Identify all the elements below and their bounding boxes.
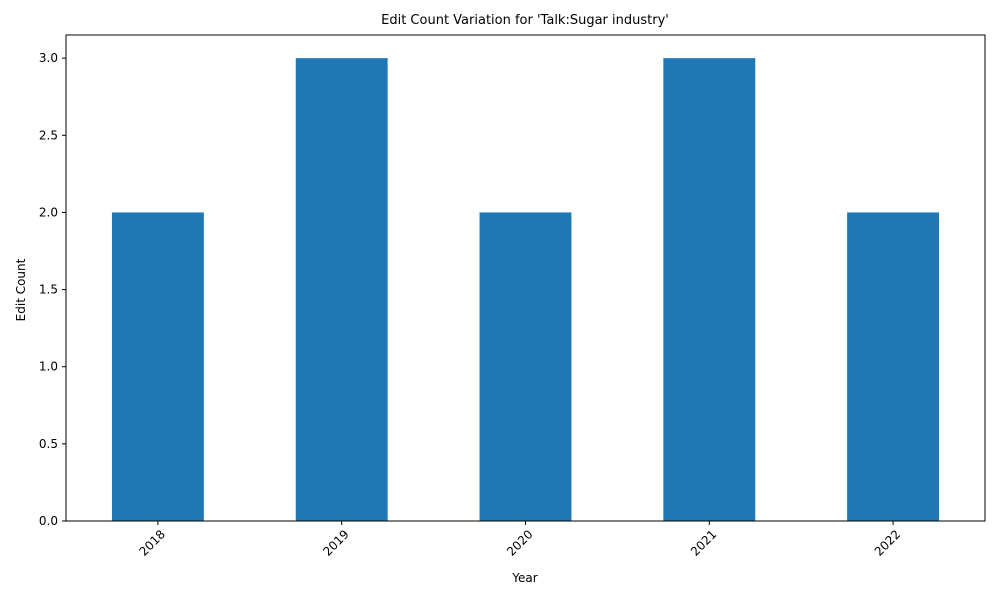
y-tick-label: 1.0 bbox=[39, 360, 58, 374]
bar-2022 bbox=[847, 212, 940, 521]
x-tick-label: 2022 bbox=[872, 527, 903, 558]
x-tick-label: 2018 bbox=[137, 527, 168, 558]
y-tick-label: 3.0 bbox=[39, 51, 58, 65]
chart-title: Edit Count Variation for 'Talk:Sugar ind… bbox=[381, 13, 669, 28]
bar-2018 bbox=[111, 212, 204, 521]
y-axis-label: Edit Count bbox=[14, 258, 28, 321]
y-tick-label: 0.0 bbox=[39, 514, 58, 528]
y-tick-label: 2.5 bbox=[39, 128, 58, 142]
x-tick-label: 2021 bbox=[688, 527, 719, 558]
bar-2020 bbox=[479, 212, 572, 521]
x-axis-label: Year bbox=[511, 571, 537, 585]
y-tick-label: 2.0 bbox=[39, 205, 58, 219]
y-tick-label: 0.5 bbox=[39, 437, 58, 451]
bar-2019 bbox=[295, 58, 388, 522]
y-tick-label: 1.5 bbox=[39, 283, 58, 297]
x-tick-label: 2020 bbox=[504, 527, 535, 558]
plot-area: 0.0 0.5 1.0 1.5 2.0 2.5 3.0 2018 2019 2020 2021 202… bbox=[39, 34, 986, 559]
x-tick-label: 2019 bbox=[320, 527, 351, 558]
bar-2021 bbox=[663, 58, 756, 522]
